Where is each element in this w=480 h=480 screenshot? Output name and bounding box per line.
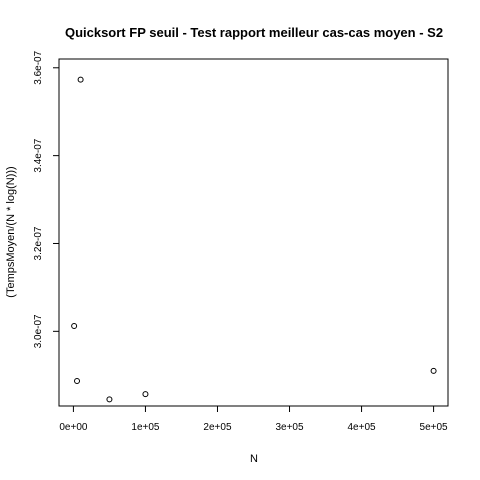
data-point xyxy=(77,76,84,83)
y-tick-label: 3.0e-07 xyxy=(33,314,44,348)
data-point xyxy=(74,377,81,384)
x-tick-label: 2e+05 xyxy=(203,422,232,433)
y-tick-label: 3.4e-07 xyxy=(33,138,44,172)
x-tick-label: 1e+05 xyxy=(131,422,160,433)
y-axis-label: (TempsMoyen/(N * log(N))) xyxy=(5,166,17,297)
y-axis: 3.0e-07 3.2e-07 3.4e-07 3.6e-07 xyxy=(33,50,60,348)
x-tick-label: 0e+00 xyxy=(59,422,88,433)
x-tick-label: 5e+05 xyxy=(420,422,449,433)
y-tick-label: 3.2e-07 xyxy=(33,226,44,260)
data-point xyxy=(106,396,113,403)
y-tick-label: 3.6e-07 xyxy=(33,50,44,84)
data-points xyxy=(71,76,437,403)
x-axis-label: N xyxy=(250,453,258,465)
data-point xyxy=(142,391,149,398)
x-axis: 0e+00 1e+05 2e+05 3e+05 4e+05 5e+05 xyxy=(59,405,449,433)
x-tick-label: 3e+05 xyxy=(275,422,304,433)
x-tick-label: 4e+05 xyxy=(348,422,377,433)
data-point xyxy=(430,367,437,374)
data-point xyxy=(71,323,78,330)
chart-title: Quicksort FP seuil - Test rapport meille… xyxy=(65,25,443,40)
